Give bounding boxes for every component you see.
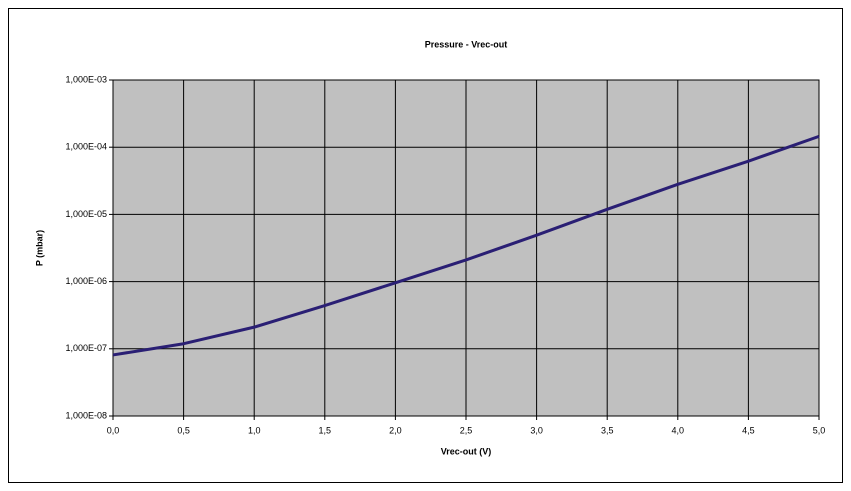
y-tick-label: 1,000E-04 [65,142,107,152]
y-tick-label: 1,000E-08 [65,410,107,420]
y-tick-label: 1,000E-05 [65,209,107,219]
line-series [112,134,820,357]
y-tick-label: 1,000E-03 [65,74,107,84]
x-tick-label: 3,5 [601,425,614,435]
y-tick-label: 1,000E-07 [65,343,107,353]
y-axis-label: P (mbar) [34,230,44,266]
x-tick-label: 4,0 [672,425,685,435]
x-tick-label: 1,5 [319,425,332,435]
x-tick-label: 2,5 [460,425,473,435]
x-tick-label: 5,0 [813,425,826,435]
x-tick-label: 4,5 [742,425,755,435]
x-tick-label: 3,0 [530,425,543,435]
x-axis-label: Vrec-out (V) [441,446,492,456]
y-tick-label: 1,000E-06 [65,276,107,286]
x-tick-label: 2,0 [389,425,402,435]
x-tick-label: 0,5 [177,425,190,435]
x-tick-label: 0,0 [107,425,120,435]
x-tick-label: 1,0 [248,425,261,435]
chart-title: Pressure - Vrec-out [425,39,508,49]
